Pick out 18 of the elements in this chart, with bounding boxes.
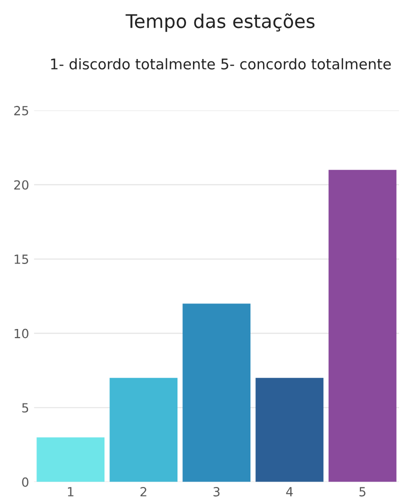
x-tick-label: 1: [68, 487, 74, 496]
chart-subtitle: 1- discordo totalmente 5- concordo totalmente: [51, 58, 391, 70]
bar: [110, 378, 178, 482]
y-tick-label: 5: [22, 403, 28, 413]
bar: [36, 437, 105, 482]
bar: [256, 378, 324, 482]
x-tick-label: 4: [286, 487, 293, 496]
y-tick-label: 25: [14, 106, 28, 116]
x-tick-label: 5: [359, 487, 366, 496]
x-tick-label: 3: [214, 487, 220, 496]
x-tick-label: 2: [140, 487, 146, 496]
bar: [182, 304, 250, 482]
y-tick-label: 15: [14, 254, 28, 264]
y-tick-label: 10: [14, 328, 28, 338]
bar: [328, 170, 396, 482]
y-tick-label: 20: [14, 180, 28, 190]
chart-title: Tempo das estações: [126, 13, 315, 32]
y-tick-label: 0: [22, 477, 28, 487]
